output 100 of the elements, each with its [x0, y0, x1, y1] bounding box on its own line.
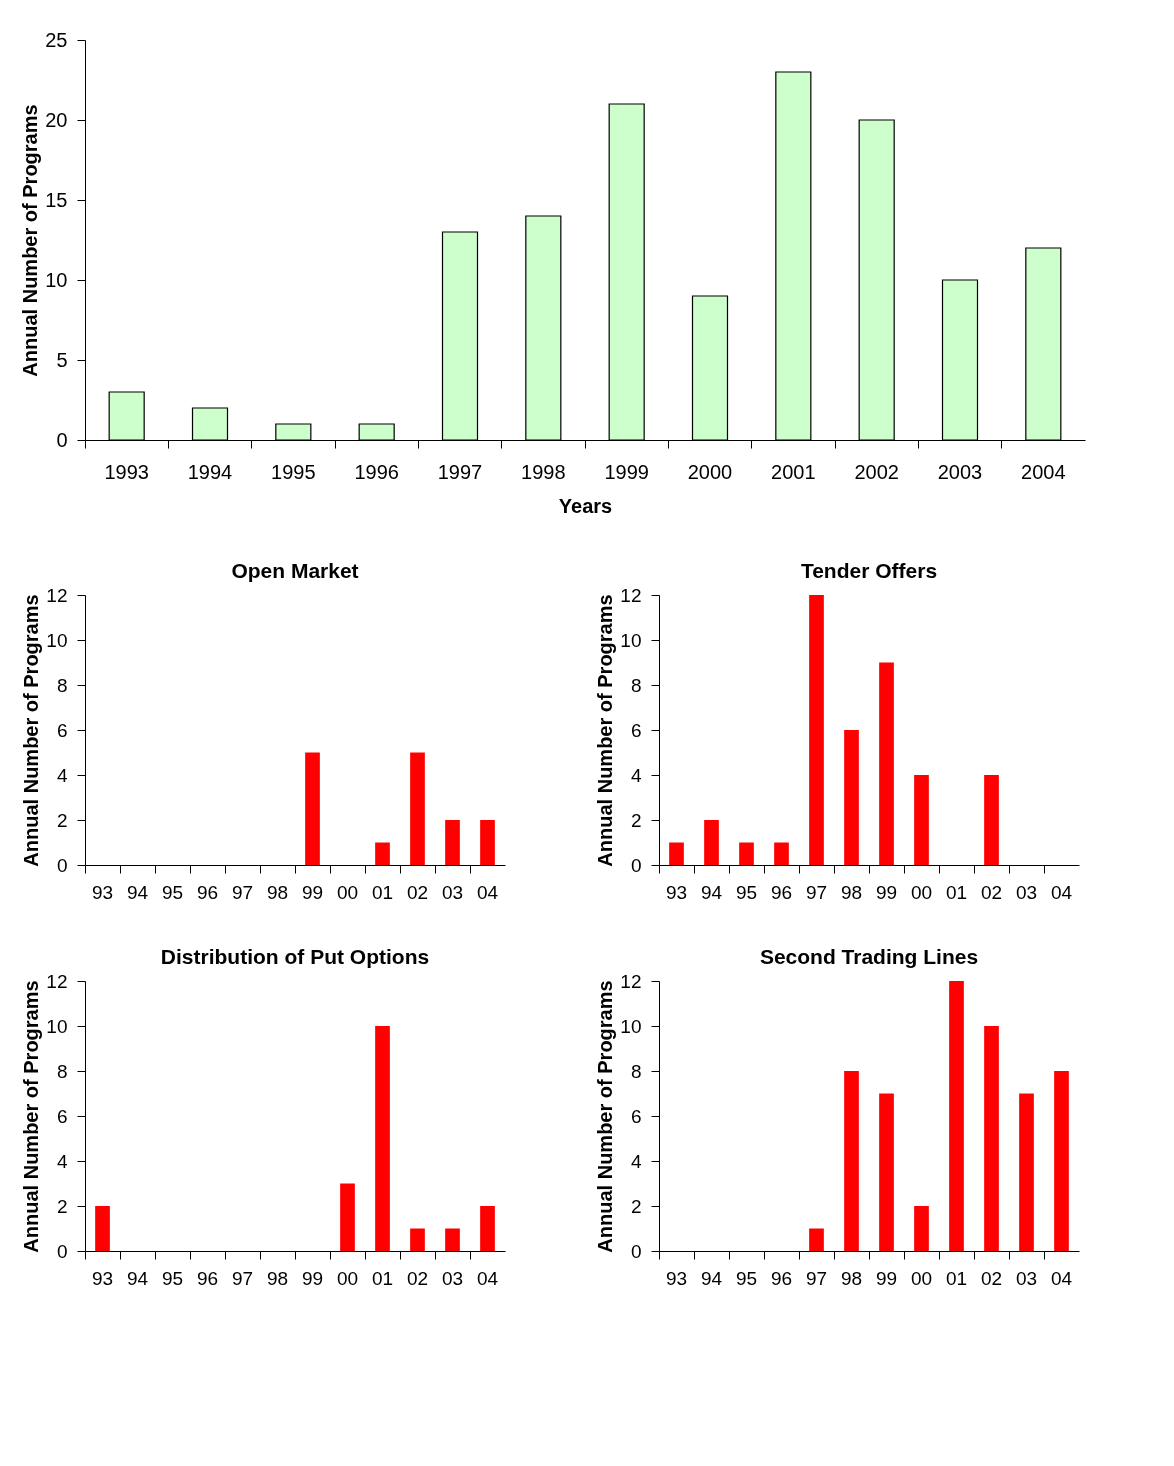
- bar: [410, 752, 425, 865]
- x-tick-label: 97: [231, 1267, 254, 1289]
- x-tick-label: 94: [700, 1267, 723, 1289]
- x-tick-label: 99: [301, 1267, 324, 1289]
- y-tick-label: 12: [620, 584, 642, 606]
- x-tick-label: 2002: [854, 460, 899, 483]
- x-tick-label: 1995: [271, 460, 316, 483]
- x-tick-label: 04: [1050, 1267, 1073, 1289]
- x-tick-label: 97: [231, 881, 254, 903]
- bar: [879, 662, 894, 865]
- y-tick-label: 8: [630, 674, 642, 696]
- x-tick-label: 00: [910, 881, 933, 903]
- chart-title: Open Market: [231, 559, 359, 582]
- x-tick-label: 96: [770, 881, 793, 903]
- bar: [984, 1026, 999, 1251]
- bar: [340, 1183, 355, 1251]
- y-tick-label: 25: [45, 28, 68, 51]
- bar: [669, 842, 684, 865]
- x-tick-label: 2001: [771, 460, 816, 483]
- y-axis-title: Annual Number of Programs: [19, 104, 42, 377]
- y-tick-label: 2: [56, 809, 68, 831]
- x-tick-label: 1996: [354, 460, 399, 483]
- x-axis-title: Years: [558, 494, 613, 517]
- bar: [774, 842, 789, 865]
- x-tick-label: 95: [161, 1267, 184, 1289]
- bar: [914, 1206, 929, 1251]
- bar: [914, 775, 929, 865]
- y-tick-label: 12: [46, 970, 68, 992]
- x-tick-label: 02: [980, 881, 1003, 903]
- y-tick-label: 10: [45, 268, 68, 291]
- x-tick-label: 99: [301, 881, 324, 903]
- chart-title: Distribution of Put Options: [160, 945, 430, 968]
- y-tick-label: 20: [45, 108, 68, 131]
- bar: [739, 842, 754, 865]
- y-tick-label: 4: [630, 1150, 642, 1172]
- x-tick-label: 99: [875, 1267, 898, 1289]
- y-tick-label: 0: [630, 854, 642, 876]
- y-tick-label: 6: [630, 719, 642, 741]
- x-tick-label: 99: [875, 881, 898, 903]
- y-tick-label: 2: [56, 1195, 68, 1217]
- bar: [809, 1228, 824, 1251]
- y-tick-label: 0: [56, 428, 68, 451]
- chart-title: Tender Offers: [800, 559, 938, 582]
- x-tick-label: 1994: [187, 460, 233, 483]
- x-tick-label: 1997: [437, 460, 483, 483]
- bar: [949, 981, 964, 1251]
- y-axis-title: Annual Number of Programs: [20, 980, 43, 1253]
- bar: [375, 1026, 390, 1251]
- x-tick-label: 98: [266, 1267, 289, 1289]
- y-tick-label: 15: [45, 188, 68, 211]
- x-tick-label: 1993: [104, 460, 149, 483]
- y-tick-label: 6: [56, 719, 68, 741]
- bar: [375, 842, 390, 865]
- x-tick-label: 00: [336, 881, 359, 903]
- x-tick-label: 1999: [604, 460, 649, 483]
- y-tick-label: 6: [630, 1105, 642, 1127]
- x-tick-label: 04: [1050, 881, 1073, 903]
- x-tick-label: 94: [700, 881, 723, 903]
- x-tick-label: 04: [476, 1267, 499, 1289]
- x-tick-label: 93: [91, 1267, 114, 1289]
- x-tick-label: 93: [665, 881, 688, 903]
- x-tick-label: 00: [336, 1267, 359, 1289]
- bar: [410, 1228, 425, 1251]
- y-tick-label: 0: [630, 1240, 642, 1262]
- y-tick-label: 4: [630, 764, 642, 786]
- bar: [879, 1093, 894, 1251]
- x-tick-label: 93: [665, 1267, 688, 1289]
- y-tick-label: 10: [46, 629, 68, 651]
- bar: [844, 1071, 859, 1251]
- bar: [95, 1206, 110, 1251]
- x-tick-label: 95: [735, 1267, 758, 1289]
- x-tick-label: 02: [406, 881, 429, 903]
- x-tick-label: 2000: [687, 460, 733, 483]
- y-tick-label: 10: [620, 1015, 642, 1037]
- bar: [984, 775, 999, 865]
- x-tick-label: 04: [476, 881, 499, 903]
- bar: [704, 820, 719, 865]
- x-tick-label: 97: [805, 1267, 828, 1289]
- y-tick-label: 8: [56, 1060, 68, 1082]
- x-tick-label: 03: [441, 881, 464, 903]
- x-tick-label: 03: [1015, 1267, 1038, 1289]
- y-tick-label: 0: [56, 1240, 68, 1262]
- y-tick-label: 12: [620, 970, 642, 992]
- bar: [1054, 1071, 1069, 1251]
- bar: [305, 752, 320, 865]
- x-tick-label: 98: [266, 881, 289, 903]
- y-tick-label: 5: [56, 348, 68, 371]
- bar: [445, 1228, 460, 1251]
- y-tick-label: 8: [630, 1060, 642, 1082]
- x-tick-label: 96: [196, 881, 219, 903]
- x-tick-label: 03: [1015, 881, 1038, 903]
- bar: [480, 820, 495, 865]
- x-tick-label: 2003: [937, 460, 983, 483]
- y-tick-label: 4: [56, 1150, 68, 1172]
- y-axis-title: Annual Number of Programs: [594, 594, 617, 867]
- x-tick-label: 01: [371, 881, 394, 903]
- chart-title: Second Trading Lines: [759, 945, 979, 968]
- bar: [809, 595, 824, 865]
- x-tick-label: 1998: [521, 460, 566, 483]
- x-tick-label: 01: [945, 881, 968, 903]
